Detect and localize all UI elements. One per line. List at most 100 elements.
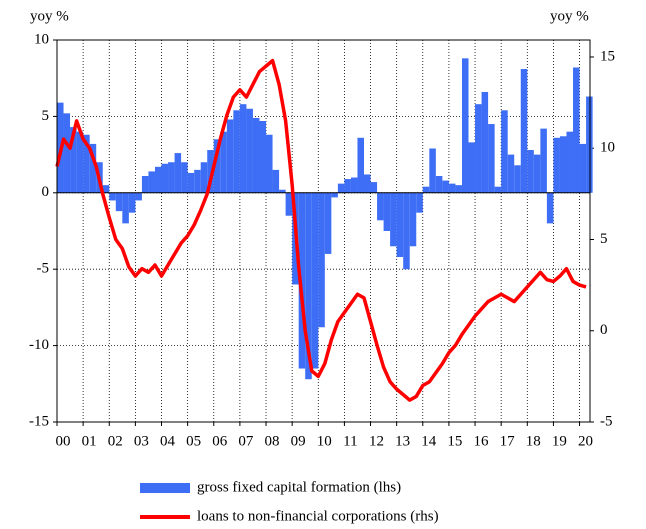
x-tick-label: 08 — [265, 433, 280, 449]
bar — [468, 142, 476, 193]
bar — [279, 189, 286, 193]
bar — [63, 113, 71, 193]
x-tick-label: 01 — [82, 433, 97, 449]
bar — [363, 174, 371, 193]
x-tick-label: 12 — [369, 433, 384, 449]
bar — [540, 128, 547, 193]
bar — [174, 153, 182, 193]
bar — [83, 134, 90, 193]
bar — [579, 143, 587, 193]
bar — [200, 162, 208, 193]
bar — [514, 165, 521, 193]
legend-label: gross fixed capital formation (lhs) — [197, 479, 401, 495]
bar — [501, 110, 508, 193]
bar — [233, 110, 240, 193]
bar — [298, 192, 306, 369]
y-tick-label: 5 — [42, 108, 50, 124]
bar — [252, 117, 260, 193]
bar — [181, 162, 188, 193]
bar — [377, 192, 384, 221]
bar — [194, 169, 201, 193]
bar — [409, 192, 417, 247]
bar — [520, 69, 528, 193]
bar — [344, 179, 351, 193]
bar — [422, 186, 430, 193]
bar — [226, 119, 234, 193]
y-tick-label: -10 — [29, 337, 49, 353]
y2-tick-label: 10 — [600, 140, 615, 156]
bar — [324, 192, 332, 254]
bar — [154, 166, 162, 193]
bar — [239, 104, 247, 193]
y2-axis-label: yoy % — [550, 8, 589, 24]
bar — [383, 192, 391, 231]
bar — [220, 131, 227, 193]
x-tick-label: 15 — [447, 433, 462, 449]
bar — [89, 143, 97, 193]
bar — [70, 127, 77, 193]
bar — [213, 139, 221, 193]
bar — [559, 136, 567, 193]
y-tick-label: -15 — [29, 413, 49, 429]
bar — [573, 67, 580, 193]
y2-tick-label: -5 — [600, 413, 613, 429]
bar — [285, 192, 293, 216]
bar — [370, 182, 378, 193]
y2-tick-label: 0 — [600, 322, 608, 338]
x-tick-label: 09 — [291, 433, 306, 449]
x-tick-label: 03 — [134, 433, 149, 449]
bar — [416, 192, 423, 213]
bar — [272, 169, 280, 193]
bar — [168, 162, 175, 193]
bar — [461, 58, 469, 193]
bar — [507, 154, 515, 193]
x-tick-label: 00 — [56, 433, 71, 449]
y-tick-label: 0 — [42, 184, 50, 200]
bar — [331, 192, 338, 198]
bar — [527, 150, 534, 193]
plot-frame — [56, 39, 591, 423]
bar — [435, 175, 443, 193]
bar — [546, 192, 554, 224]
bar — [128, 192, 136, 213]
bar — [429, 148, 436, 193]
bar — [475, 104, 482, 193]
line — [55, 58, 587, 402]
y-tick-label: -5 — [37, 261, 50, 277]
x-tick-label: 04 — [160, 433, 176, 449]
bar — [311, 192, 319, 369]
bar — [403, 192, 410, 270]
bar — [141, 175, 149, 193]
bar — [455, 185, 462, 193]
bar — [102, 185, 110, 193]
x-tick-label: 16 — [474, 433, 490, 449]
bar — [566, 131, 574, 193]
bar — [448, 183, 456, 193]
bar — [148, 171, 155, 193]
x-tick-label: 06 — [212, 433, 228, 449]
bar — [161, 163, 169, 193]
bar — [533, 154, 541, 193]
x-tick-label: 17 — [500, 433, 516, 449]
x-tick-label: 20 — [578, 433, 593, 449]
x-tick-label: 07 — [238, 433, 254, 449]
bar — [390, 192, 397, 247]
bar — [259, 120, 267, 193]
bar — [207, 150, 214, 193]
x-tick-label: 13 — [395, 433, 410, 449]
bar — [357, 137, 364, 193]
x-tick-label: 10 — [317, 433, 332, 449]
bar — [122, 192, 129, 224]
legend-swatch — [140, 483, 190, 493]
x-tick-label: 18 — [526, 433, 541, 449]
bar — [318, 192, 325, 328]
bar — [76, 131, 84, 193]
bar — [246, 108, 253, 193]
bar — [396, 192, 404, 257]
y-tick-label: 10 — [34, 31, 49, 47]
bar — [488, 124, 495, 193]
x-tick-label: 14 — [421, 433, 437, 449]
y2-tick-label: 15 — [600, 48, 615, 64]
bar — [109, 192, 116, 201]
